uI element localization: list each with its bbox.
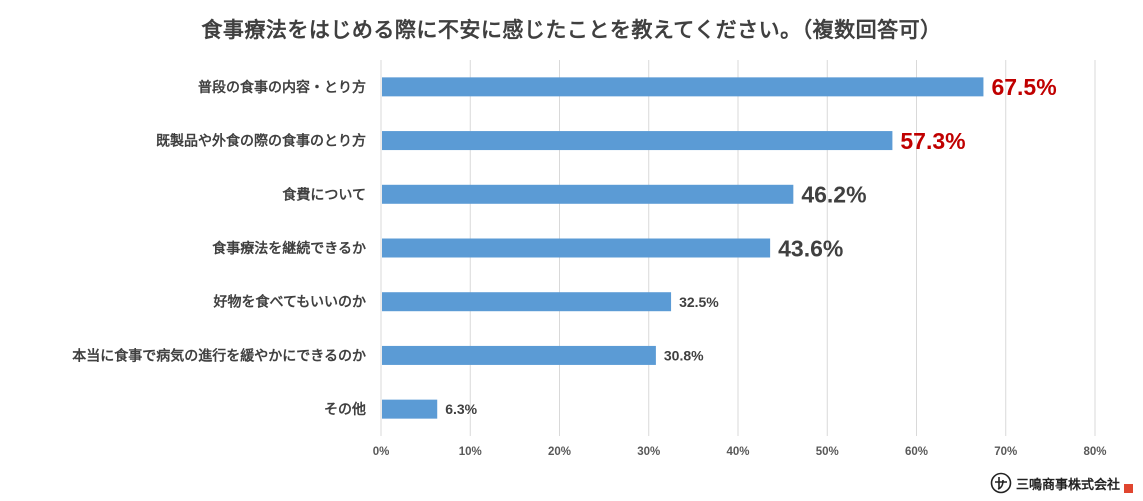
seal-icon	[1124, 483, 1133, 493]
bar	[382, 399, 438, 419]
category-label: 既製品や外食の際の食事のとり方	[156, 133, 366, 150]
value-label: 30.8%	[664, 347, 704, 363]
bar	[382, 292, 672, 312]
x-tick-label: 10%	[459, 446, 482, 458]
x-tick-label: 40%	[726, 446, 749, 458]
category-labels: 普段の食事の内容・とり方既製品や外食の際の食事のとり方食費について食事療法を継続…	[72, 79, 366, 418]
category-label: 普段の食事の内容・とり方	[198, 79, 366, 96]
company-name: 三鳴商事株式会社	[1015, 477, 1120, 493]
bars	[382, 77, 984, 419]
value-label: 6.3%	[445, 401, 477, 417]
value-label: 43.6%	[778, 235, 843, 261]
category-label: その他	[324, 401, 366, 418]
x-tick-label: 70%	[994, 446, 1017, 458]
x-tick-label: 80%	[1083, 446, 1106, 458]
value-labels: 67.5% 57.3% 46.2% 43.6% 32.5% 30.8% 6.3%	[445, 74, 1056, 417]
x-tick-label: 60%	[905, 446, 928, 458]
bar	[382, 184, 794, 204]
value-label: 57.3%	[900, 128, 965, 154]
x-tick-label: 50%	[816, 446, 839, 458]
bar	[382, 131, 893, 151]
category-label: 好物を食べてもいいのか	[213, 294, 366, 311]
bar	[382, 345, 656, 365]
chart-title: 食事療法をはじめる際に不安に感じたことを教えてください。（複数回答可）	[201, 18, 942, 42]
company-logo-icon	[990, 472, 1012, 494]
value-label: 67.5%	[991, 74, 1056, 100]
x-tick-label: 30%	[637, 446, 660, 458]
value-label: 32.5%	[679, 294, 719, 310]
value-label: 46.2%	[801, 182, 866, 208]
x-tick-labels: 0% 10% 20% 30% 40% 50% 60% 70% 80%	[373, 446, 1107, 458]
x-tick-label: 20%	[548, 446, 571, 458]
bar	[382, 77, 984, 97]
category-label: 食費について	[282, 186, 366, 203]
company-logo: 三鳴商事株式会社	[990, 471, 1133, 495]
category-label: 食事療法を継続できるか	[212, 240, 366, 257]
bar	[382, 238, 771, 258]
category-label: 本当に食事で病気の進行を緩やかにできるのか	[72, 347, 366, 364]
x-tick-label: 0%	[373, 446, 390, 458]
